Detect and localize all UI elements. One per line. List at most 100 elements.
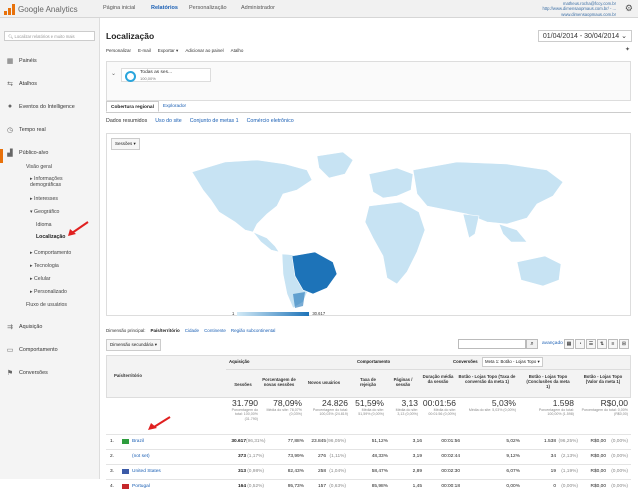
total-value: 5,03%: [491, 398, 516, 408]
col-header-completions[interactable]: Botão - Lojas Topo (Conclusões da meta 1…: [526, 374, 570, 389]
nav-customization[interactable]: Personalização: [189, 5, 227, 11]
col-header-new-users[interactable]: Novos usuários: [307, 380, 341, 385]
goal-select[interactable]: Meta 1: Botão - Lojas Topo ▾: [482, 357, 543, 367]
sidebar-item-dashboards[interactable]: ▦ Painéis: [6, 57, 37, 65]
sidebar-item-audience[interactable]: ▟ Público-alvo: [6, 149, 48, 157]
total-value: 00:01:56: [422, 398, 456, 408]
map-legend: 1 30.617: [232, 311, 325, 316]
sidebar-sub-overview[interactable]: Visão geral: [26, 164, 52, 170]
sidebar-sub-custom[interactable]: ▸ Personalizado: [30, 289, 67, 295]
account-selector[interactable]: matheus.rocha@fccy.com.br http://www.dim…: [542, 1, 616, 17]
sidebar-sub-location[interactable]: Localização: [36, 234, 66, 240]
row-index: 4.: [110, 484, 115, 489]
term-cloud-view-icon[interactable]: ≡: [608, 339, 618, 349]
data-view-icon[interactable]: ▦: [564, 339, 574, 349]
goal-value: R$0,00: [590, 469, 606, 474]
map-greenland: [316, 151, 354, 179]
shortcut-arrows-icon: ⇆: [7, 81, 13, 88]
add-to-dashboard-button[interactable]: Adicionar ao painel: [185, 48, 224, 53]
table-filter-input[interactable]: [458, 339, 526, 349]
customize-button[interactable]: Personalizar: [106, 48, 132, 53]
percentage-view-icon[interactable]: ◔: [575, 339, 585, 349]
sessions-value: 313: [237, 469, 246, 474]
goal-value-pct: (0,00%): [611, 484, 628, 489]
subtab-summary[interactable]: Dados resumidos: [106, 118, 148, 124]
sidebar-item-realtime[interactable]: ◷ Tempo real: [6, 126, 46, 134]
secondary-dimension-select[interactable]: Dimensão secundária ▾: [106, 339, 162, 351]
tab-explorer[interactable]: Explorador: [162, 104, 187, 109]
col-header-sessions[interactable]: Sessões: [234, 382, 252, 387]
advanced-filter-link[interactable]: avançado: [542, 341, 563, 346]
dim-country[interactable]: País/território: [150, 328, 180, 333]
comparison-view-icon[interactable]: ⇅: [597, 339, 607, 349]
account-view: www.dimensaopmaus.com.br: [561, 11, 616, 17]
col-header-conv-rate[interactable]: Botão - Lojas Topo (Taxa de conversão da…: [458, 374, 516, 384]
segment-circle-icon: [125, 71, 136, 82]
shortcut-button[interactable]: Atalho: [230, 48, 244, 53]
nav-home[interactable]: Página inicial: [103, 5, 136, 11]
nav-admin[interactable]: Administrador: [241, 5, 275, 11]
dim-city[interactable]: Cidade: [184, 328, 200, 333]
subtab-ecommerce[interactable]: Comércio eletrônico: [246, 118, 294, 124]
col-header-country[interactable]: País/território: [114, 373, 142, 378]
gear-icon[interactable]: ⚙: [624, 3, 633, 13]
sidebar-item-behavior[interactable]: ▭ Comportamento: [6, 346, 58, 354]
sidebar-sub-demographics[interactable]: ▸ Informações demográficas: [30, 176, 63, 188]
sessions-pct: (0,98%): [247, 469, 264, 474]
account-email: matheus.rocha@fccy.com.br: [562, 1, 616, 6]
sidebar-sub-technology[interactable]: ▸ Tecnologia: [30, 263, 59, 269]
email-button[interactable]: E-mail: [138, 48, 151, 53]
sessions-pct: (0,52%): [247, 484, 264, 489]
goal-value-pct: (0,00%): [611, 454, 628, 459]
total-value: 3,13: [401, 398, 418, 408]
sidebar-sub-geo[interactable]: ▾ Geográfico: [30, 209, 60, 215]
subtab-site-usage[interactable]: Uso do site: [155, 118, 182, 124]
col-header-bounce-rate[interactable]: Taxa de rejeição: [359, 377, 377, 387]
total-conv-rate: 5,03% Média do site: 5,03% (0,00%): [464, 398, 516, 412]
sidebar-sub-interests[interactable]: ▸ Interesses: [30, 196, 58, 202]
top-bar: Google Analytics Página inicial Relatóri…: [0, 0, 638, 18]
segment-pill[interactable]: Todas as ses... 100,00%: [121, 68, 211, 82]
chevron-down-icon[interactable]: ⌄: [111, 71, 117, 77]
ga-logo[interactable]: Google Analytics: [4, 3, 78, 15]
sidebar-sub-mobile[interactable]: ▸ Celular: [30, 276, 51, 282]
sidebar-item-shortcuts[interactable]: ⇆ Atalhos: [6, 80, 37, 88]
sidebar-item-acquisition[interactable]: ⇉ Aquisição: [6, 323, 42, 331]
map-metric-select[interactable]: Sessões ▾: [111, 138, 140, 150]
col-header-pages-session[interactable]: Páginas / sessão: [393, 377, 413, 387]
goal-value: R$0,00: [590, 439, 606, 444]
country-link[interactable]: Brazil: [132, 439, 144, 444]
table-row[interactable]: 1. Brazil 30.617 (96,31%) 77,88% 23.845 (96,05…: [106, 434, 631, 448]
sidebar-sub-language[interactable]: Idioma: [36, 222, 52, 228]
dim-subcontinent[interactable]: Região subcontinental: [230, 328, 276, 333]
table-row[interactable]: 2. (not set) 373 (1,17%) 73,99% 276 (1,11%) 48,…: [106, 449, 631, 463]
total-value: 24.826: [322, 398, 348, 408]
subtab-goal-set-1[interactable]: Conjunto de metas 1: [189, 118, 239, 124]
report-search-input[interactable]: 🔍︎ Localizar relatórios e muito mais: [4, 31, 95, 41]
report-actions: Personalizar E-mail Exportar ▾ Adicionar…: [106, 48, 243, 54]
new-users-pct: (1,04%): [329, 469, 346, 474]
country-link[interactable]: Portugal: [132, 484, 150, 489]
export-button[interactable]: Exportar ▾: [157, 48, 179, 53]
date-range-picker[interactable]: 01/04/2014 - 30/04/2014 ⌄: [537, 30, 632, 42]
new-users-pct: (0,63%): [329, 484, 346, 489]
sidebar-item-conversions[interactable]: ⚑ Conversões: [6, 369, 48, 377]
sidebar-sub-users-flow[interactable]: Fluxo de usuários: [26, 302, 67, 308]
table-row[interactable]: 3. United States 313 (0,98%) 82,43% 258 (1,04%…: [106, 464, 631, 478]
insights-icon[interactable]: ✦: [624, 47, 630, 53]
country-link[interactable]: (not set): [132, 454, 150, 459]
nav-reports[interactable]: Relatórios: [151, 5, 178, 11]
tab-map-overlay[interactable]: Cobertura regional: [106, 101, 159, 112]
col-header-new-sessions-pct[interactable]: Porcentagem de novas sessões: [262, 377, 296, 387]
col-header-avg-duration[interactable]: Duração média da sessão: [422, 374, 454, 384]
country-link[interactable]: United States: [132, 469, 161, 474]
col-header-value[interactable]: Botão - Lojas Topo (Valor da meta 1): [583, 374, 623, 384]
sidebar-sub-behavior[interactable]: ▸ Comportamento: [30, 250, 72, 256]
table-search-button[interactable]: ⌕: [526, 339, 538, 349]
table-row[interactable]: 4. Portugal 164 (0,52%) 95,73% 157 (0,63%) 85,9…: [106, 479, 631, 493]
performance-view-icon[interactable]: ☰: [586, 339, 596, 349]
dim-continent[interactable]: Continente: [204, 328, 226, 333]
sidebar-item-intelligence[interactable]: ● Eventos do Intelligence: [6, 103, 75, 110]
world-map[interactable]: [107, 134, 630, 309]
pivot-view-icon[interactable]: ⊞: [619, 339, 629, 349]
